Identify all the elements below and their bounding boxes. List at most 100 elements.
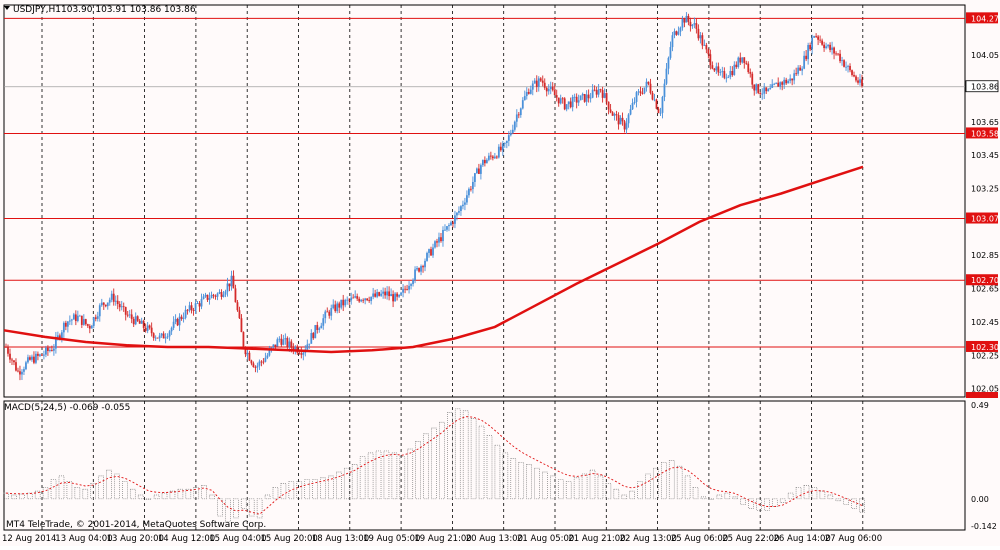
current-price-label: 103.86 (971, 83, 999, 92)
candle-body (637, 91, 640, 93)
candle-body (382, 291, 385, 294)
candle-body (348, 299, 351, 301)
macd-bar (248, 498, 255, 517)
candle-body (284, 338, 287, 340)
candle-body (745, 62, 748, 64)
candle-body (15, 362, 17, 371)
candle-body (47, 347, 49, 351)
candle-body (350, 297, 353, 301)
candle-body (35, 353, 37, 363)
macd-bar (462, 410, 469, 500)
macd-bar (692, 486, 699, 500)
candle-body (218, 292, 221, 294)
x-tick-label: 14 Aug 12:00 (158, 534, 215, 544)
candle-body (635, 92, 638, 102)
candle-body (404, 288, 406, 290)
macd-bar (724, 492, 731, 500)
candle-body (336, 303, 339, 312)
y-tick-label: 103.45 (971, 151, 999, 160)
candle-body (252, 363, 255, 368)
candle-body (677, 31, 680, 35)
candle-body (94, 317, 97, 319)
macd-bar (803, 485, 810, 500)
candle-body (86, 324, 89, 326)
candle-body (152, 333, 155, 338)
candle-body (222, 294, 225, 297)
macd-bar (217, 498, 223, 517)
macd-bar (716, 494, 723, 500)
candle-body (509, 132, 512, 136)
macd-bar (256, 498, 263, 519)
candle-body (106, 302, 109, 307)
candle-body (683, 18, 686, 23)
candle-body (567, 101, 570, 105)
candle-body (501, 143, 504, 151)
candle-body (430, 249, 432, 256)
candle-body (260, 361, 263, 363)
candle-body (721, 71, 724, 73)
macd-bar (407, 448, 414, 500)
candle-body (92, 317, 95, 326)
macd-bar (288, 481, 295, 500)
copyright-text: MT4 TeleTrade, © 2001-2014, MetaQuotes S… (6, 520, 266, 530)
candle-body (82, 319, 85, 325)
candle-body (769, 87, 772, 90)
candle-body (643, 87, 646, 94)
candle-body (669, 47, 672, 58)
candle-body (408, 285, 410, 290)
candle-body (98, 305, 101, 317)
candle-body (737, 57, 740, 68)
x-tick-label: 19 Aug 21:00 (414, 534, 471, 544)
candle-body (256, 365, 259, 368)
candle-body (593, 89, 596, 91)
macd-bar (233, 498, 239, 519)
candle-body (511, 129, 514, 133)
candle-body (45, 347, 47, 355)
level-label: 102.70 (971, 276, 999, 285)
candle-body (224, 291, 227, 295)
candle-body (825, 46, 827, 49)
candle-body (13, 360, 15, 363)
macd-bar (11, 494, 17, 500)
candle-body (703, 44, 706, 46)
candle-body (719, 72, 722, 73)
macd-bar (106, 469, 112, 500)
candle-body (72, 314, 75, 320)
candle-body (555, 95, 558, 98)
candle-body (639, 91, 642, 94)
candle-body (585, 94, 588, 102)
candle-body (368, 300, 371, 301)
candle-body (276, 339, 279, 347)
x-tick-label: 19 Aug 05:00 (363, 534, 420, 544)
level-badge (966, 127, 998, 139)
candle-body (388, 291, 391, 297)
x-tick-label: 22 Aug 13:00 (620, 534, 677, 544)
macd-bar (177, 488, 184, 500)
macd-bar (684, 475, 691, 500)
candle-body (499, 146, 502, 151)
candle-body (515, 114, 518, 122)
candle-body (497, 146, 500, 158)
macd-bar (66, 481, 73, 500)
candle-body (41, 354, 43, 356)
candle-body (446, 226, 448, 230)
candle-body (631, 103, 634, 110)
chevron-down-icon[interactable] (4, 6, 10, 10)
candle-body (725, 77, 728, 79)
candle-body (412, 280, 414, 285)
macd-bar (637, 481, 643, 500)
candle-body (801, 68, 804, 71)
candle-body (126, 314, 129, 316)
candle-body (108, 299, 111, 303)
candle-body (799, 67, 802, 71)
candle-body (278, 338, 281, 340)
macd-bar (668, 460, 675, 500)
macd-bar (740, 498, 746, 505)
y-tick-label: 102.25 (971, 351, 999, 360)
macd-bar (565, 481, 572, 500)
candle-body (254, 367, 257, 368)
candle-body (767, 89, 770, 92)
candle-body (182, 317, 185, 319)
macd-bar (613, 488, 620, 500)
candle-body (7, 347, 9, 354)
